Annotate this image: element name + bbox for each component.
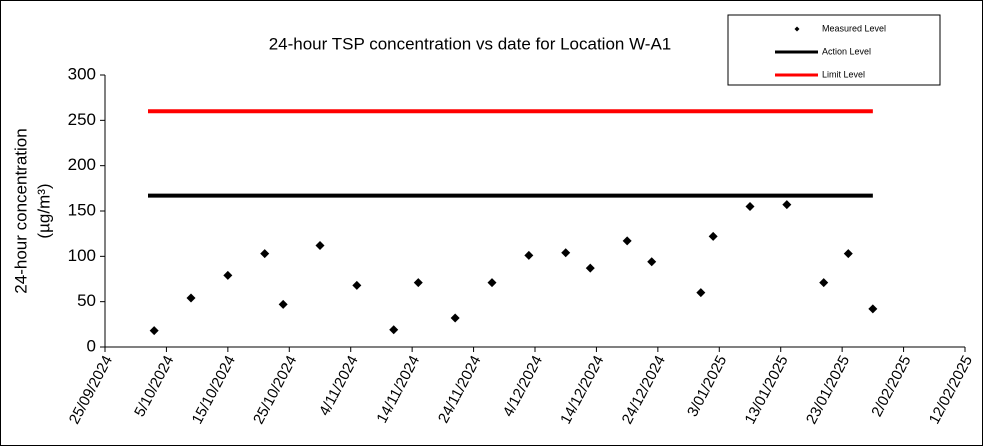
point: [260, 249, 270, 259]
legend-label: Measured Level: [822, 23, 886, 33]
point: [708, 231, 718, 241]
point: [315, 240, 325, 250]
point: [149, 326, 159, 336]
point: [450, 313, 460, 323]
point: [413, 278, 423, 288]
y-tick-label: 250: [68, 110, 96, 129]
y-tick-label: 0: [87, 336, 96, 355]
legend-swatch: [794, 26, 800, 32]
legend-label: Action Level: [822, 46, 871, 56]
point: [223, 270, 233, 280]
chart-title: 24-hour TSP concentration vs date for Lo…: [269, 34, 672, 53]
point: [819, 278, 829, 288]
point: [352, 280, 362, 290]
point: [524, 250, 534, 260]
legend-label: Limit Level: [822, 69, 865, 79]
point: [622, 236, 632, 246]
point: [868, 304, 878, 314]
point: [696, 288, 706, 298]
point: [278, 299, 288, 309]
y-axis-label: 24-hour concentration: [11, 128, 30, 293]
point: [389, 325, 399, 335]
y-tick-label: 200: [68, 155, 96, 174]
point: [561, 248, 571, 258]
y-tick-label: 100: [68, 246, 96, 265]
point: [647, 257, 657, 267]
point: [186, 293, 196, 303]
y-tick-label: 300: [68, 64, 96, 83]
point: [487, 278, 497, 288]
y-tick-label: 50: [77, 291, 96, 310]
point: [782, 200, 792, 210]
point: [745, 201, 755, 211]
y-tick-label: 150: [68, 200, 96, 219]
y-axis-label: (µg/m³): [34, 183, 53, 238]
point: [843, 249, 853, 259]
legend: [727, 14, 941, 86]
point: [585, 263, 595, 273]
